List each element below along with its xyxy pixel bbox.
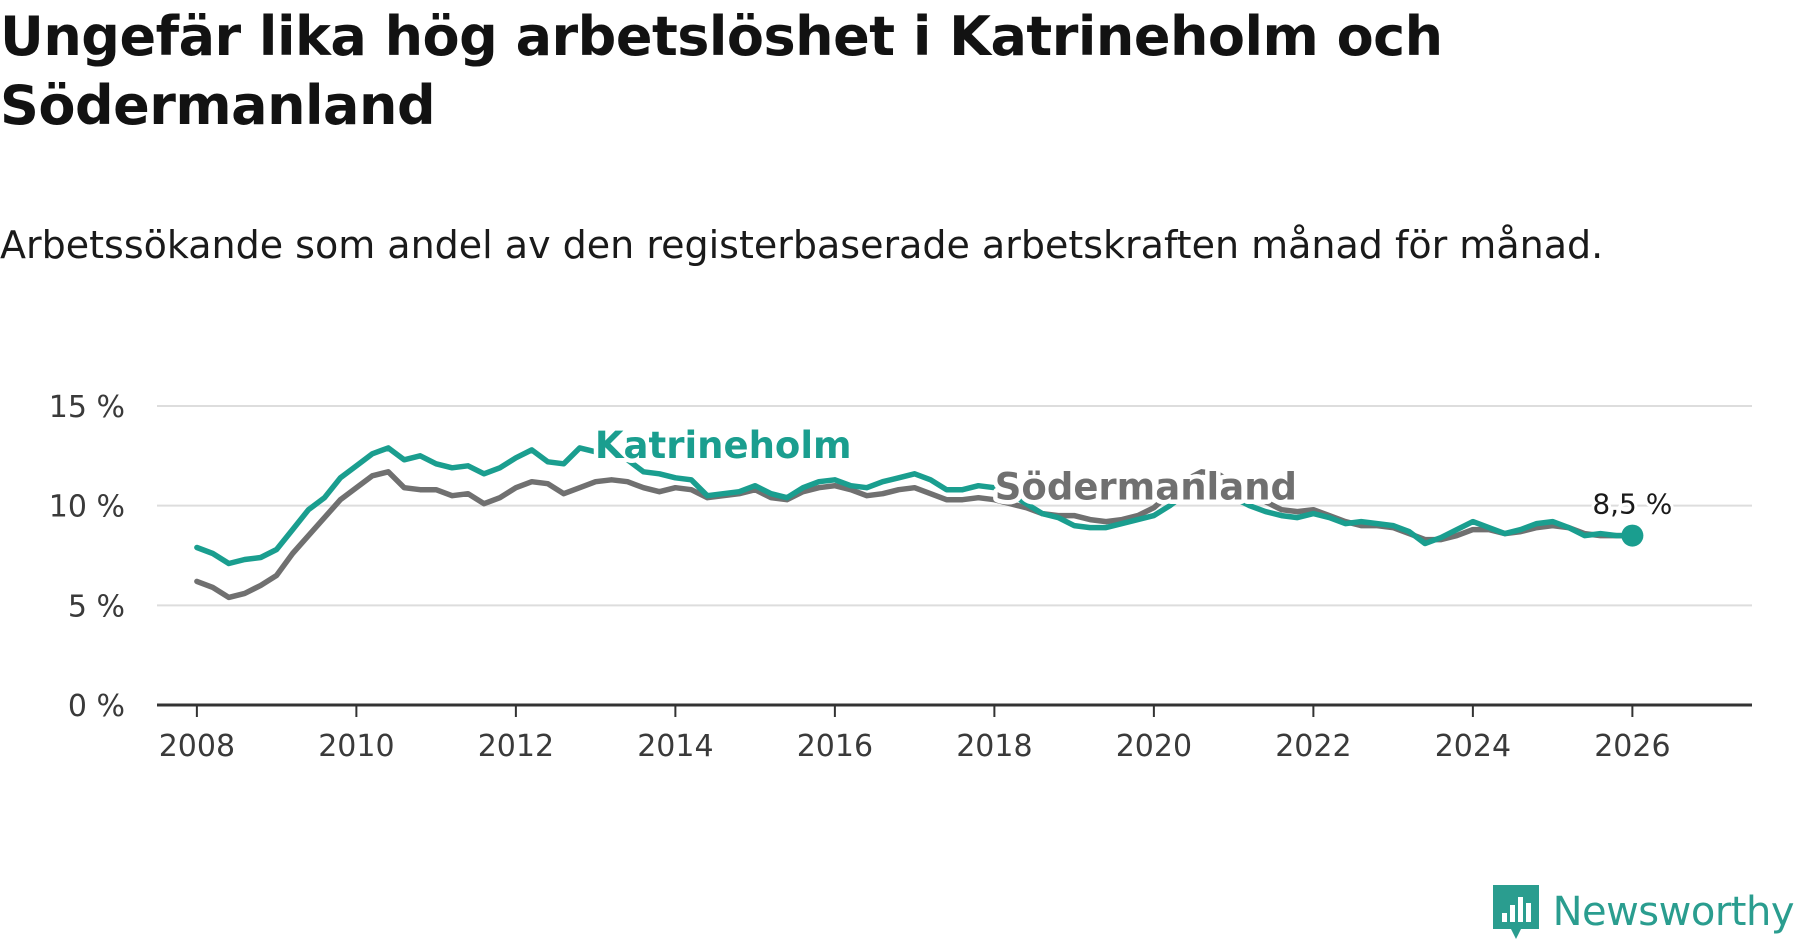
y-tick-label: 15 % — [49, 390, 125, 425]
x-tick-label: 2012 — [478, 729, 554, 764]
x-tick-label: 2022 — [1275, 729, 1351, 764]
x-tick-label: 2014 — [637, 729, 713, 764]
y-tick-label: 10 % — [49, 490, 125, 525]
x-tick-label: 2018 — [956, 729, 1032, 764]
grid-layer — [157, 405, 1752, 607]
katrineholm-series-label: Katrineholm — [595, 424, 852, 467]
y-tick-label: 0 % — [68, 689, 125, 724]
axis-layer — [157, 703, 1752, 717]
x-tick-label: 2026 — [1594, 729, 1670, 764]
sodermanland-series-label: Södermanland — [995, 466, 1297, 509]
chart-subtitle: Arbetssökande som andel av den registerb… — [0, 223, 1604, 267]
x-tick-label: 2024 — [1435, 729, 1511, 764]
label-layer: 0 % 5 % 10 % 15 % 2008 2010 2012 2014 2016 2018 20… — [49, 390, 1676, 764]
y-tick-label: 5 % — [68, 589, 125, 624]
x-tick-label: 2008 — [159, 729, 235, 764]
series-layer — [194, 445, 1644, 601]
line-chart: 0 % 5 % 10 % 15 % 2008 2010 2012 2014 2016 2018 20… — [49, 390, 1752, 764]
x-tick-label: 2020 — [1116, 729, 1192, 764]
katrineholm-end-value-label: 8,5 % — [1592, 488, 1672, 521]
x-tick-label: 2010 — [318, 729, 394, 764]
newsworthy-logo-icon — [1492, 885, 1539, 939]
katrineholm-end-marker — [1621, 524, 1644, 547]
chart-title: Ungefär lika hög arbetslöshet i Katrineh… — [0, 5, 1443, 137]
brand-logo: Newsworthy — [1491, 882, 1795, 942]
brand-name: Newsworthy — [1552, 889, 1795, 935]
x-tick-label: 2016 — [797, 729, 873, 764]
katrineholm-series-line — [194, 445, 1636, 567]
